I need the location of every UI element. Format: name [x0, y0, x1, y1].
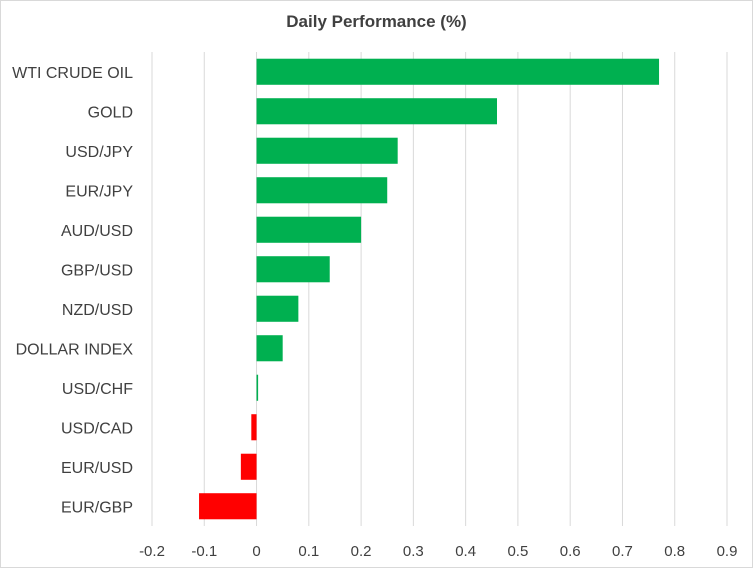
x-tick-label: 0.8 — [664, 543, 685, 560]
bar-usd-chf — [256, 374, 259, 401]
bar-usd-jpy — [256, 137, 398, 164]
x-tick-label: 0.6 — [560, 543, 581, 560]
gridlines — [151, 52, 728, 526]
x-tick-label: 0.2 — [351, 543, 372, 560]
x-tick-label: 0 — [252, 543, 260, 560]
category-label: DOLLAR INDEX — [16, 341, 134, 358]
x-axis-tick-labels: -0.2 -0.1 0 0.1 0.2 0.3 0.4 0.5 0.6 0.7 0.8 0.9 — [139, 543, 737, 560]
bar-dollar-index — [256, 335, 283, 362]
bar-gold — [256, 98, 497, 125]
category-label: NZD/USD — [62, 302, 133, 319]
bar-usd-cad — [251, 414, 257, 441]
bar-eur-jpy — [256, 177, 388, 204]
bar-eur-usd — [240, 453, 257, 480]
bar-aud-usd — [256, 216, 362, 243]
chart-title: Daily Performance (%) — [286, 12, 467, 31]
bar-eur-gbp — [199, 493, 257, 520]
x-tick-label: -0.1 — [191, 543, 217, 560]
category-labels: WTI CRUDE OIL GOLD USD/JPY EUR/JPY AUD/USD GB… — [12, 65, 133, 517]
category-label: EUR/JPY — [65, 183, 133, 200]
category-label: AUD/USD — [61, 223, 133, 240]
category-label: USD/CHF — [62, 381, 133, 398]
x-tick-label: 0.7 — [612, 543, 633, 560]
x-tick-label: 0.1 — [298, 543, 319, 560]
category-label: USD/JPY — [65, 144, 133, 161]
category-label: GOLD — [88, 104, 133, 121]
bars — [199, 58, 660, 520]
x-tick-label: 0.5 — [507, 543, 528, 560]
x-tick-label: 0.4 — [455, 543, 476, 560]
category-label: EUR/USD — [61, 460, 133, 477]
x-tick-label: -0.2 — [139, 543, 165, 560]
bar-nzd-usd — [256, 295, 299, 322]
x-tick-label: 0.9 — [717, 543, 738, 560]
bar-wti-crude-oil — [256, 58, 660, 85]
category-label: GBP/USD — [61, 262, 133, 279]
category-label: USD/CAD — [61, 420, 133, 437]
category-label: EUR/GBP — [61, 499, 133, 516]
x-tick-label: 0.3 — [403, 543, 424, 560]
category-label: WTI CRUDE OIL — [12, 65, 133, 82]
bar-gbp-usd — [256, 256, 330, 283]
